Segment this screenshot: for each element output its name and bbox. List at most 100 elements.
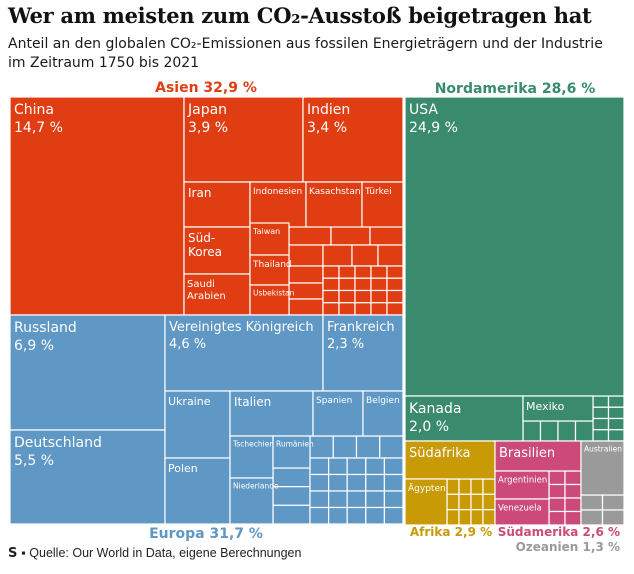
country-label-russland: Russland xyxy=(14,320,77,336)
minor-country-cell xyxy=(365,473,385,492)
minor-country-cell xyxy=(338,277,356,292)
minor-country-cell xyxy=(346,490,367,509)
country-label-iran: Iran xyxy=(188,186,211,200)
country-label-belgien: Belgien xyxy=(366,396,400,406)
minor-country-cell xyxy=(482,509,496,526)
minor-country-cell xyxy=(601,509,625,526)
minor-country-cell xyxy=(328,506,348,525)
minor-country-cell xyxy=(446,493,460,511)
country-label-süd-korea: Süd- xyxy=(188,231,215,245)
country-cell-niederlande xyxy=(229,477,274,525)
minor-country-cell xyxy=(607,429,625,442)
country-cell-brasilien xyxy=(494,440,582,472)
minor-country-cell xyxy=(309,457,330,476)
country-label-kasachstan: Kasachstan xyxy=(309,187,361,197)
country-cell-belgien xyxy=(362,390,404,437)
minor-country-cell xyxy=(322,244,353,267)
country-cell-rumänien xyxy=(272,435,311,469)
minor-country-cell xyxy=(386,302,404,316)
minor-country-cell xyxy=(564,470,582,486)
region-label-north-america: Nordamerika 28,6 % xyxy=(435,81,596,97)
minor-country-cell xyxy=(482,478,496,495)
country-value-japan: 3,9 % xyxy=(188,120,228,136)
country-label-spanien: Spanien xyxy=(316,396,352,406)
country-label-frankreich: Frankreich xyxy=(327,320,395,335)
region-label-oceania: Ozeanien 1,3 % xyxy=(516,540,620,554)
minor-country-cell xyxy=(386,277,404,292)
country-cell-usa xyxy=(404,96,625,397)
minor-country-cell xyxy=(592,406,610,420)
source-text: ▪ Quelle: Our World in Data, eigene Bere… xyxy=(21,546,302,560)
minor-country-cell xyxy=(322,302,340,316)
minor-country-cell xyxy=(328,473,348,492)
minor-country-cell xyxy=(332,435,358,459)
minor-country-cell xyxy=(580,494,604,511)
country-label-rumänien: Rumänien xyxy=(276,440,314,449)
minor-country-cell xyxy=(548,483,566,499)
minor-country-cell xyxy=(346,457,367,476)
minor-country-cell xyxy=(383,506,404,525)
minor-country-cell xyxy=(548,510,566,526)
country-label-saudi-arabien: Saudi xyxy=(187,279,215,290)
country-value-russland: 6,9 % xyxy=(14,338,54,354)
minor-country-cell xyxy=(346,473,367,492)
minor-country-cell xyxy=(446,478,460,495)
minor-country-cell xyxy=(522,420,542,442)
minor-country-cell xyxy=(592,429,610,442)
minor-country-cell xyxy=(365,490,385,509)
minor-country-cell xyxy=(548,470,566,486)
country-cell-indonesien xyxy=(249,181,307,228)
country-label-venezuela: Venezuela xyxy=(498,504,542,514)
minor-country-cell xyxy=(607,417,625,431)
source-note: S ▪ Quelle: Our World in Data, eigene Ber… xyxy=(8,546,301,561)
country-cell-ukraine xyxy=(164,390,231,459)
minor-country-cell xyxy=(446,509,460,526)
country-label-brasilien: Brasilien xyxy=(499,446,555,461)
minor-country-cell xyxy=(482,493,496,511)
minor-country-cell xyxy=(458,493,472,511)
country-label-australien: Australien xyxy=(584,445,622,454)
country-label-thailand: Thailand xyxy=(252,260,292,270)
minor-country-cell xyxy=(288,298,324,316)
country-cell-türkei xyxy=(361,181,404,228)
minor-country-cell xyxy=(557,420,577,442)
country-value-kanada: 2,0 % xyxy=(409,419,449,435)
country-value-china: 14,7 % xyxy=(14,120,63,136)
country-label-südafrika: Südafrika xyxy=(409,446,471,461)
minor-country-cell xyxy=(351,244,379,267)
country-label-japan: Japan xyxy=(187,102,227,118)
minor-country-cell xyxy=(354,302,372,316)
minor-country-cell xyxy=(328,490,348,509)
minor-country-cell xyxy=(592,395,610,408)
chart-subtitle: Anteil an den globalen CO₂-Emissionen au… xyxy=(8,36,603,71)
country-cell-russland xyxy=(9,314,166,431)
country-label-italien: Italien xyxy=(234,395,271,409)
minor-country-cell xyxy=(338,289,356,304)
country-cell-frankreich xyxy=(322,314,404,392)
minor-country-cell xyxy=(470,493,484,511)
minor-country-cell xyxy=(377,244,404,267)
minor-country-cell xyxy=(386,265,404,279)
minor-country-cell xyxy=(574,420,594,442)
minor-country-cell xyxy=(607,395,625,408)
minor-country-cell xyxy=(383,490,404,509)
minor-country-cell xyxy=(539,420,559,442)
minor-country-cell xyxy=(370,265,388,279)
country-label-indonesien: Indonesien xyxy=(253,187,302,197)
minor-country-cell xyxy=(458,509,472,526)
country-cell-japan xyxy=(183,96,304,183)
country-cell-kasachstan xyxy=(305,181,363,228)
minor-country-cell xyxy=(607,406,625,420)
country-label-kanada: Kanada xyxy=(409,401,461,417)
minor-country-cell xyxy=(322,289,340,304)
minor-country-cell xyxy=(365,506,385,525)
country-label-deutschland: Deutschland xyxy=(14,435,102,451)
country-label-ägypten: Ägypten xyxy=(408,483,446,494)
country-label-taiwan: Taiwan xyxy=(252,227,280,236)
region-label-south-america: Südamerika 2,6 % xyxy=(498,525,620,539)
publisher-logo: S xyxy=(8,546,18,561)
minor-country-cell xyxy=(354,277,372,292)
minor-country-cell xyxy=(322,277,340,292)
minor-country-cell xyxy=(370,302,388,316)
